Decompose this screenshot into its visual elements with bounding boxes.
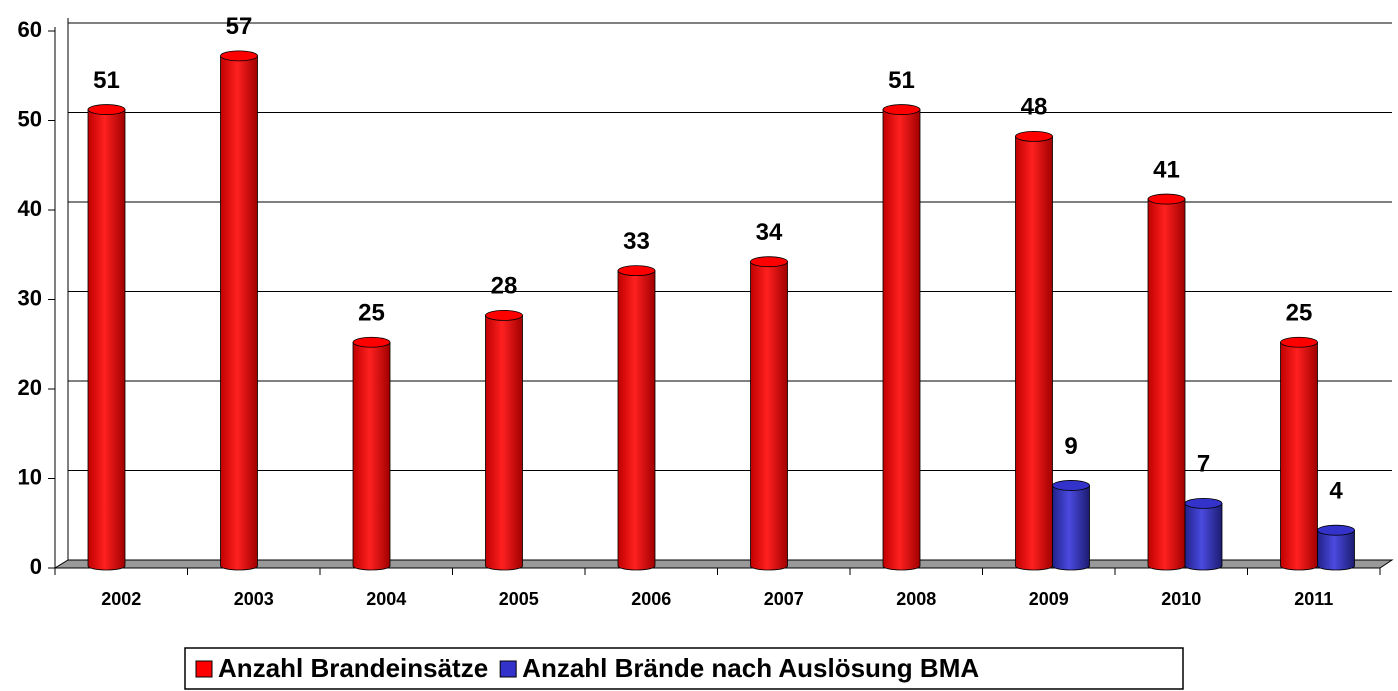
legend-label: Anzahl Brandeinsätze (218, 653, 488, 683)
bar-cap (1184, 497, 1223, 509)
y-tick-label: 50 (18, 106, 42, 131)
x-tick-label: 2011 (1294, 589, 1333, 609)
bar-cap (1015, 130, 1053, 142)
data-label: 34 (756, 219, 783, 246)
bar-cap (485, 309, 523, 321)
bar (1015, 136, 1053, 571)
data-label: 25 (1286, 300, 1313, 327)
y-tick-label: 30 (18, 285, 42, 310)
data-label: 48 (1021, 94, 1048, 121)
bar-cap (352, 336, 391, 348)
y-tick-label: 20 (18, 375, 42, 400)
bar-cap (87, 104, 126, 115)
bar-cap (750, 256, 788, 268)
y-tick-label: 40 (18, 196, 42, 221)
bar-cap (1280, 336, 1318, 348)
bar (87, 109, 126, 571)
bar-cap (1317, 524, 1355, 536)
bar (882, 109, 921, 571)
x-tick-label: 2007 (764, 589, 804, 609)
data-label: 33 (623, 228, 650, 255)
x-tick-label: 2002 (101, 589, 141, 609)
bar (1184, 502, 1223, 571)
bar (1317, 529, 1355, 571)
bar (1280, 341, 1318, 571)
data-label: 4 (1329, 478, 1343, 505)
data-label: 9 (1064, 433, 1077, 460)
bar (1147, 198, 1186, 571)
bar (617, 270, 656, 571)
bar-cap (1147, 193, 1186, 205)
data-label: 57 (226, 13, 253, 40)
bar (352, 341, 391, 571)
data-label: 51 (888, 67, 915, 94)
x-tick-label: 2008 (896, 589, 936, 609)
bar (1052, 485, 1090, 571)
data-label: 25 (358, 300, 385, 327)
bar-cap (1052, 480, 1090, 491)
data-label: 28 (491, 273, 518, 300)
legend-label: Anzahl Brände nach Auslösung BMA (522, 653, 979, 683)
y-tick-label: 0 (30, 554, 42, 579)
bar-cap (220, 50, 258, 62)
x-tick-label: 2004 (366, 589, 406, 609)
bar (485, 315, 523, 571)
y-tick-label: 60 (18, 17, 42, 42)
bar (750, 261, 788, 571)
y-tick-label: 10 (18, 464, 42, 489)
x-tick-label: 2005 (499, 589, 539, 609)
x-tick-label: 2006 (631, 589, 671, 609)
x-tick-label: 2003 (234, 589, 274, 609)
bar-cap (882, 104, 921, 115)
data-label: 7 (1197, 451, 1210, 478)
bar-cap (617, 265, 656, 277)
bar (220, 55, 258, 571)
legend-swatch (499, 660, 517, 678)
data-label: 51 (93, 67, 120, 94)
legend (184, 647, 1184, 690)
legend-swatch (195, 660, 213, 678)
x-tick-label: 2010 (1161, 589, 1201, 609)
x-tick-label: 2009 (1029, 589, 1069, 609)
data-label: 41 (1153, 156, 1180, 183)
